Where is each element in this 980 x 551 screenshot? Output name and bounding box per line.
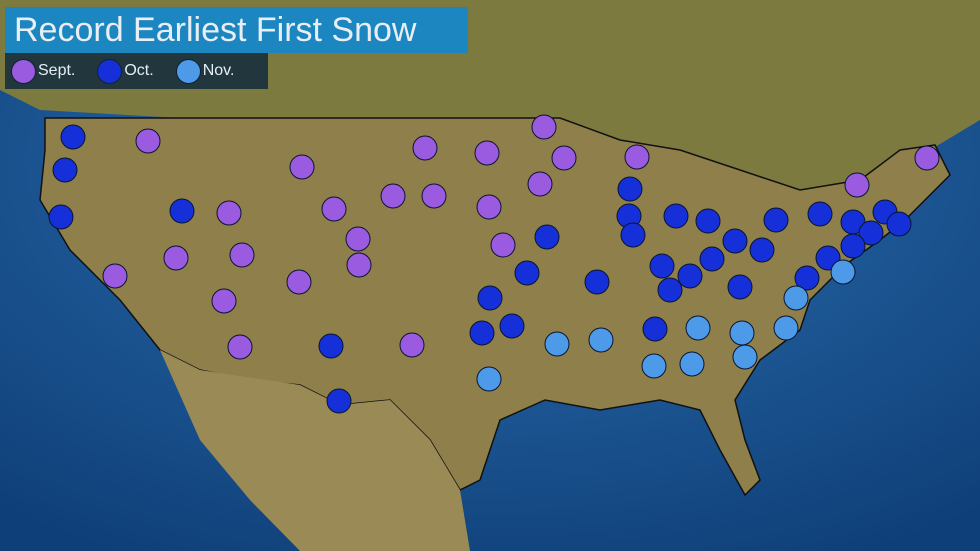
legend-swatch-sept (11, 58, 36, 84)
station-marker-sept (551, 145, 577, 171)
station-marker-nov (679, 351, 705, 377)
station-marker-oct (514, 260, 540, 286)
station-marker-sept (531, 114, 557, 140)
station-marker-oct (695, 208, 721, 234)
station-marker-oct (807, 201, 833, 227)
station-marker-oct (620, 222, 646, 248)
mexico-land (160, 350, 470, 551)
legend-label: Nov. (202, 62, 235, 79)
legend-swatch-nov (175, 58, 201, 84)
station-marker-sept (412, 135, 438, 161)
station-marker-nov (641, 353, 667, 379)
station-marker-sept (624, 144, 650, 170)
station-marker-nov (729, 320, 755, 346)
station-marker-sept (321, 196, 347, 222)
station-marker-oct (499, 313, 525, 339)
station-marker-oct (318, 333, 344, 359)
legend-label: Oct. (124, 62, 154, 79)
station-marker-sept (216, 200, 242, 226)
station-marker-sept (286, 269, 312, 295)
station-marker-oct (657, 277, 683, 303)
station-marker-oct (727, 274, 753, 300)
station-marker-oct (52, 157, 78, 183)
station-marker-oct (858, 220, 884, 246)
legend: Sept. Oct. Nov. (5, 53, 268, 89)
legend-label: Sept. (38, 62, 76, 79)
legend-item-sept: Sept. (11, 58, 76, 84)
station-marker-sept (163, 245, 189, 271)
station-marker-oct (677, 263, 703, 289)
station-marker-oct (749, 237, 775, 263)
station-marker-sept (914, 145, 940, 171)
map-title: Record Earliest First Snow (5, 7, 468, 53)
station-marker-oct (642, 316, 668, 342)
station-marker-sept (229, 242, 255, 268)
station-marker-sept (135, 128, 161, 154)
station-marker-sept (346, 252, 372, 278)
station-marker-sept (527, 171, 553, 197)
station-marker-oct (584, 269, 610, 295)
station-marker-oct (469, 320, 495, 346)
station-marker-sept (380, 183, 406, 209)
legend-swatch-oct (97, 58, 123, 84)
station-marker-oct (326, 388, 352, 414)
station-marker-oct (534, 224, 560, 250)
station-marker-nov (830, 259, 856, 285)
station-marker-sept (399, 332, 425, 358)
station-marker-sept (227, 334, 253, 360)
station-marker-sept (490, 232, 516, 258)
station-marker-oct (794, 265, 820, 291)
station-marker-sept (345, 226, 371, 252)
station-marker-nov (732, 344, 758, 370)
station-marker-nov (773, 315, 799, 341)
station-markers (48, 114, 940, 414)
station-marker-sept (102, 263, 128, 289)
station-marker-oct (169, 198, 195, 224)
station-marker-oct (699, 246, 725, 272)
station-marker-oct (60, 124, 86, 150)
station-marker-sept (421, 183, 447, 209)
station-marker-sept (844, 172, 870, 198)
station-marker-oct (763, 207, 789, 233)
station-marker-nov (783, 285, 809, 311)
station-marker-oct (477, 285, 503, 311)
station-marker-nov (685, 315, 711, 341)
station-marker-oct (886, 211, 912, 237)
legend-item-nov: Nov. (175, 58, 235, 84)
station-marker-oct (617, 176, 643, 202)
station-marker-oct (722, 228, 748, 254)
station-marker-sept (474, 140, 500, 166)
station-marker-sept (211, 288, 237, 314)
station-marker-sept (476, 194, 502, 220)
legend-item-oct: Oct. (97, 58, 154, 84)
station-marker-nov (544, 331, 570, 357)
station-marker-oct (840, 233, 866, 259)
station-marker-oct (649, 253, 675, 279)
station-marker-oct (663, 203, 689, 229)
station-marker-oct (48, 204, 74, 230)
station-marker-nov (588, 327, 614, 353)
station-marker-sept (289, 154, 315, 180)
station-marker-nov (476, 366, 502, 392)
